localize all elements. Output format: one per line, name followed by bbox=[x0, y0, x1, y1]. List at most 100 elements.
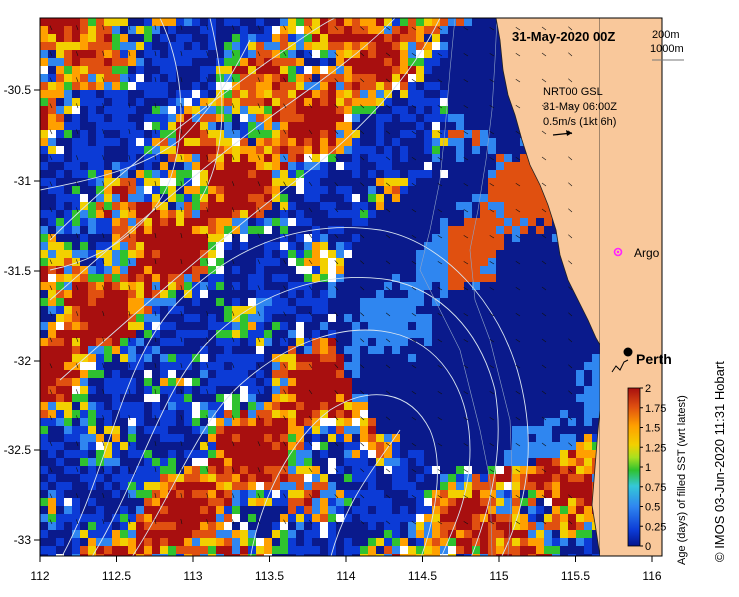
sst-pixel bbox=[400, 82, 408, 90]
sst-pixel bbox=[144, 498, 152, 506]
imos-credit: © IMOS 03-Jun-2020 11:31 Hobart bbox=[712, 361, 727, 562]
sst-pixel bbox=[216, 178, 224, 186]
sst-pixel bbox=[424, 138, 432, 146]
sst-pixel bbox=[296, 114, 304, 122]
sst-pixel bbox=[200, 282, 208, 290]
current-arrow bbox=[334, 468, 339, 473]
current-arrow bbox=[180, 467, 183, 473]
current-arrow bbox=[360, 338, 365, 343]
current-arrow bbox=[206, 389, 209, 395]
sst-pixel bbox=[288, 434, 296, 442]
sst-pixel bbox=[104, 242, 112, 250]
current-arrow bbox=[154, 51, 157, 57]
sst-pixel bbox=[80, 378, 88, 386]
sst-pixel bbox=[472, 546, 480, 554]
sst-pixel bbox=[224, 506, 232, 514]
sst-pixel bbox=[144, 314, 152, 322]
current-arrow bbox=[489, 313, 495, 317]
sst-pixel bbox=[192, 90, 200, 98]
sst-pixel bbox=[96, 130, 104, 138]
sst-pixel bbox=[128, 530, 136, 538]
sst-pixel bbox=[400, 50, 408, 58]
sst-pixel bbox=[560, 498, 568, 506]
sst-pixel bbox=[96, 514, 104, 522]
current-arrow bbox=[257, 519, 261, 525]
sst-pixel bbox=[216, 218, 224, 226]
sst-pixel bbox=[584, 394, 592, 402]
sst-pixel bbox=[376, 538, 384, 546]
sst-pixel bbox=[320, 146, 328, 154]
sst-pixel bbox=[360, 514, 368, 522]
sst-pixel bbox=[576, 394, 584, 402]
sst-pixel bbox=[520, 530, 528, 538]
sst-pixel bbox=[136, 522, 144, 530]
sst-pixel bbox=[400, 106, 408, 114]
current-arrow bbox=[49, 51, 53, 57]
sst-pixel bbox=[40, 90, 48, 98]
sst-pixel bbox=[128, 554, 136, 556]
sst-pixel bbox=[264, 466, 272, 474]
sst-pixel bbox=[192, 490, 200, 498]
current-arrow bbox=[206, 103, 209, 109]
sst-pixel bbox=[48, 250, 56, 258]
sst-pixel bbox=[520, 498, 528, 506]
sst-pixel bbox=[152, 514, 160, 522]
sst-pixel bbox=[296, 90, 304, 98]
sst-pixel bbox=[584, 466, 592, 474]
sst-pixel bbox=[40, 74, 48, 82]
sst-pixel bbox=[160, 170, 168, 178]
current-arrow bbox=[541, 26, 547, 31]
sst-pixel bbox=[296, 498, 304, 506]
sst-pixel bbox=[88, 218, 96, 226]
current-arrow bbox=[334, 494, 339, 499]
current-arrow bbox=[128, 207, 131, 213]
sst-pixel bbox=[112, 194, 120, 202]
sst-pixel bbox=[424, 50, 432, 58]
sst-pixel bbox=[312, 50, 320, 58]
sst-pixel bbox=[520, 514, 528, 522]
sst-pixel bbox=[400, 506, 408, 514]
sst-pixel bbox=[512, 498, 520, 506]
sst-pixel bbox=[440, 42, 448, 50]
sst-pixel bbox=[416, 42, 424, 50]
sst-pixel bbox=[320, 186, 328, 194]
current-arrow bbox=[334, 364, 339, 369]
sst-pixel bbox=[440, 554, 448, 556]
current-arrow bbox=[360, 468, 365, 473]
sst-pixel bbox=[552, 442, 560, 450]
sst-pixel bbox=[136, 466, 144, 474]
y-tick-label: -32.5 bbox=[4, 443, 32, 457]
sst-pixel bbox=[488, 210, 496, 218]
sst-pixel bbox=[128, 282, 136, 290]
sst-pixel bbox=[144, 266, 152, 274]
sst-pixel bbox=[432, 530, 440, 538]
sst-pixel bbox=[344, 66, 352, 74]
sst-pixel bbox=[176, 114, 184, 122]
sst-pixel bbox=[376, 490, 384, 498]
current-arrow bbox=[76, 441, 79, 447]
current-arrow bbox=[102, 363, 105, 369]
sst-pixel bbox=[112, 306, 120, 314]
sst-pixel bbox=[232, 546, 240, 554]
sst-pixel bbox=[504, 194, 512, 202]
sst-pixel bbox=[88, 474, 96, 482]
sst-pixel bbox=[400, 538, 408, 546]
sst-pixel bbox=[96, 330, 104, 338]
sst-pixel bbox=[120, 338, 128, 346]
sst-pixel bbox=[144, 42, 152, 50]
sst-pixel bbox=[248, 42, 256, 50]
sst-pixel bbox=[104, 34, 112, 42]
sst-pixel bbox=[40, 250, 48, 258]
sst-pixel bbox=[360, 82, 368, 90]
sst-pixel bbox=[256, 426, 264, 434]
sst-pixel bbox=[240, 138, 248, 146]
sst-pixel bbox=[320, 410, 328, 418]
current-arrow bbox=[232, 155, 235, 161]
sst-pixel bbox=[232, 130, 240, 138]
sst-pixel bbox=[40, 498, 48, 506]
sst-pixel bbox=[256, 458, 264, 466]
sst-pixel bbox=[216, 154, 224, 162]
sst-pixel bbox=[504, 458, 512, 466]
sst-pixel bbox=[136, 322, 144, 330]
sst-pixel bbox=[104, 274, 112, 282]
